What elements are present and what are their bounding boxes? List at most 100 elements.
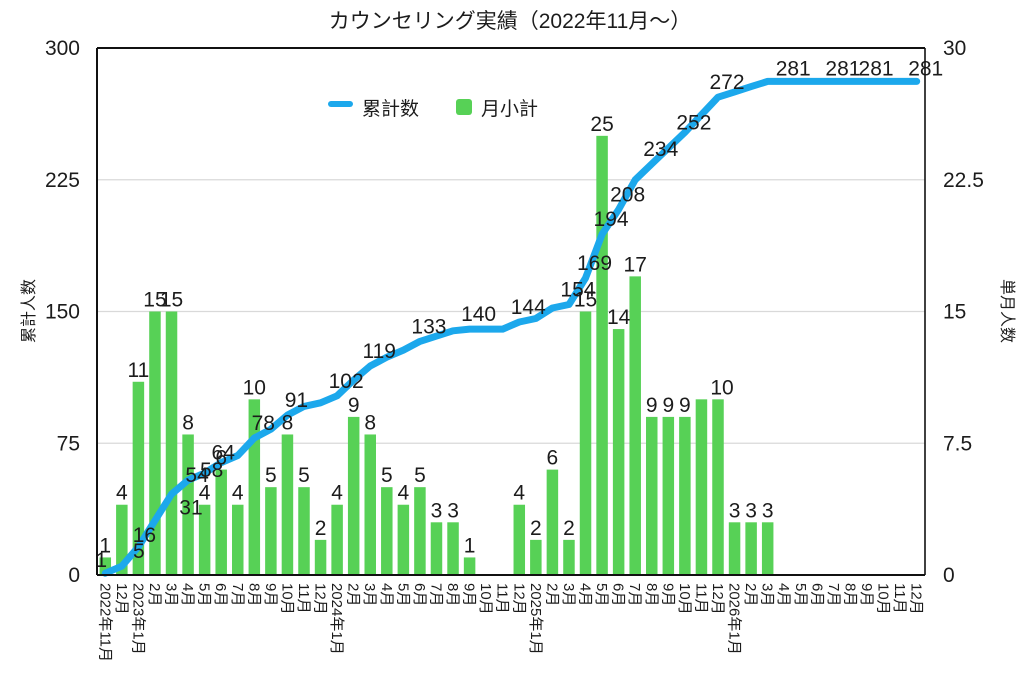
bar-value-label: 15	[574, 289, 597, 312]
x-tick-label: 7月	[825, 583, 842, 606]
line-swatch-icon	[328, 101, 353, 107]
x-tick-label: 11月	[295, 583, 312, 614]
bar-value-label: 9	[348, 394, 360, 417]
x-tick-label: 11月	[494, 583, 511, 614]
bar-value-label: 4	[398, 482, 410, 505]
line-value-label: 194	[594, 208, 629, 231]
x-tick-label: 4月	[577, 583, 594, 606]
bar-value-label: 3	[729, 499, 741, 522]
x-tick-label: 4月	[378, 583, 395, 606]
x-tick-label: 12月	[510, 583, 527, 615]
x-tick-label: 3月	[759, 583, 776, 606]
bar-value-label: 3	[762, 499, 774, 522]
x-tick-label: 2022年11月	[96, 583, 113, 662]
line-value-label: 64	[212, 442, 236, 465]
chart-title: カウンセリング実績（2022年11月〜）	[329, 10, 692, 33]
x-tick-label: 2月	[543, 583, 560, 606]
bar	[232, 504, 244, 575]
x-tick-label: 5月	[196, 583, 213, 606]
bar	[281, 434, 294, 575]
line-value-label: 102	[329, 370, 364, 393]
bar	[414, 487, 426, 575]
bar	[182, 434, 194, 575]
bar-value-label: 17	[624, 253, 647, 276]
x-axis-labels: 2022年11月 12月 2023年1月 2月 3月 4月 5月 6月 7月 8月 9月 10月 11月…	[96, 583, 924, 662]
left-axis-title: 累計人数	[20, 279, 38, 343]
bar-value-label: 5	[381, 464, 393, 487]
right-tick-label: 0	[943, 564, 955, 587]
x-tick-label: 2025年1月	[527, 583, 544, 655]
line-value-label: 91	[285, 389, 308, 412]
x-tick-label: 5月	[394, 583, 411, 606]
cumulative-line	[101, 77, 921, 577]
line-value-label: 208	[610, 184, 645, 207]
x-tick-label: 2026年1月	[726, 583, 743, 655]
x-tick-label: 2月	[742, 583, 759, 606]
x-tick-label: 2月	[345, 583, 362, 606]
left-tick-label: 225	[45, 169, 80, 192]
right-tick-label: 30	[943, 37, 966, 60]
legend-line-label: 累計数	[362, 98, 419, 120]
axes	[96, 47, 926, 576]
bar	[712, 399, 724, 575]
bar	[596, 135, 608, 576]
bar	[381, 487, 393, 575]
bar-value-label: 5	[414, 464, 426, 487]
x-tick-label: 12月	[908, 583, 925, 615]
bar-value-label: 6	[215, 447, 227, 470]
bar	[430, 522, 443, 575]
x-tick-label: 2023年1月	[129, 583, 146, 655]
x-tick-label: 3月	[560, 583, 577, 606]
gridlines	[97, 179, 925, 444]
left-tick-label: 150	[45, 301, 80, 324]
x-tick-label: 7月	[427, 583, 444, 606]
x-tick-label: 5月	[792, 583, 809, 606]
bar-value-label: 9	[646, 394, 658, 417]
bar-value-label: 8	[364, 411, 376, 434]
bar-value-label: 3	[431, 499, 443, 522]
x-tick-label: 7月	[626, 583, 643, 606]
bar-value-label: 15	[143, 289, 166, 312]
x-tick-label: 6月	[808, 583, 825, 606]
left-tick-label: 300	[45, 37, 80, 60]
x-tick-label: 2024年1月	[328, 583, 345, 655]
bar-value-label: 11	[127, 359, 149, 382]
x-tick-label: 9月	[858, 583, 875, 606]
line-value-label: 272	[709, 71, 744, 94]
line-value-label: 252	[676, 111, 711, 134]
line-value-label: 133	[411, 315, 446, 338]
bar-value-label: 5	[265, 464, 277, 487]
line-value-label: 154	[560, 278, 595, 301]
bar-value-label: 3	[447, 499, 459, 522]
line-value-label: 78	[252, 412, 275, 435]
right-tick-label: 7.5	[943, 432, 972, 455]
line-value-label: 5	[133, 540, 145, 563]
x-tick-label: 11月	[692, 583, 709, 614]
bar	[298, 487, 310, 575]
bar-value-label: 2	[315, 517, 327, 540]
bar	[347, 416, 360, 575]
x-tick-label: 10月	[477, 583, 494, 615]
bar-value-label: 4	[513, 482, 525, 505]
bar	[149, 311, 161, 575]
bar-value-label: 9	[679, 394, 691, 417]
x-tick-label: 8月	[841, 583, 858, 606]
x-tick-label: 12月	[312, 583, 329, 615]
x-tick-label: 10月	[278, 583, 295, 615]
x-tick-label: 2月	[146, 583, 163, 606]
bar	[397, 504, 410, 575]
x-tick-label: 8月	[245, 583, 262, 606]
bar	[463, 557, 476, 575]
bar-value-label: 4	[116, 482, 128, 505]
x-tick-label: 9月	[461, 583, 478, 606]
bar-value-label: 1	[99, 534, 111, 557]
bar	[116, 504, 128, 575]
x-tick-label: 6月	[610, 583, 627, 606]
bar	[99, 557, 112, 575]
line-value-label: 140	[461, 303, 496, 326]
bar	[215, 469, 227, 575]
line-value-label: 281	[859, 57, 894, 80]
bar-value-label: 9	[662, 394, 674, 417]
line-value-label: 16	[133, 524, 156, 547]
